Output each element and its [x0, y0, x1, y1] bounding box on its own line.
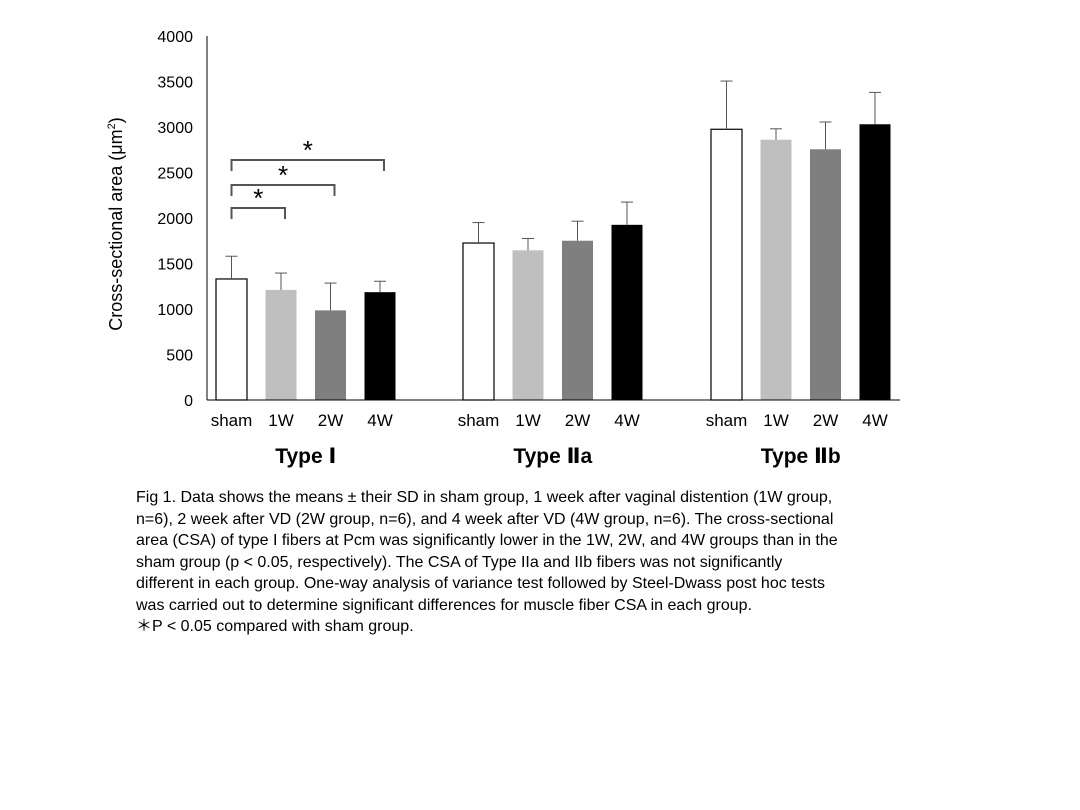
bars	[215, 124, 891, 401]
y-tick-label: 2000	[157, 211, 193, 228]
x-category-label: sham	[706, 411, 748, 430]
bar-sham	[710, 128, 743, 401]
y-tick-label: 2500	[157, 166, 193, 183]
bar-1w	[265, 289, 297, 400]
bar-2w	[810, 149, 841, 400]
group-label: Type Ⅱa	[513, 445, 592, 468]
x-category-label: 1W	[268, 411, 294, 430]
caption-line: sham group (p < 0.05, respectively). The…	[136, 553, 783, 571]
x-category-label: 1W	[515, 411, 541, 430]
y-tick-label: 1000	[157, 302, 193, 319]
caption-line: area (CSA) of type I fibers at Pcm was s…	[136, 532, 838, 549]
x-category-label: 4W	[862, 411, 888, 430]
x-category-label: 1W	[763, 411, 789, 430]
significance-bracket	[230, 207, 286, 219]
caption-line: was carried out to determine significant…	[136, 596, 753, 614]
bar-sham	[215, 278, 248, 401]
bar-2w	[562, 240, 593, 400]
x-category-label: 4W	[614, 411, 640, 430]
bar-1w	[760, 139, 792, 401]
x-axis-category-labels: sham 1W 2W 4W sham 1W 2W 4W sham 1W 2W 4W	[211, 411, 888, 430]
x-category-label: 2W	[318, 411, 344, 430]
y-tick-label: 3000	[157, 120, 193, 137]
y-tick-label: 3500	[157, 75, 193, 92]
bar-2w	[315, 310, 346, 400]
caption-line: n=6), 2 week after VD (2W group, n=6), a…	[136, 510, 834, 528]
y-tick-label: 0	[184, 393, 193, 410]
caption-line: Fig 1. Data shows the means ± their SD i…	[136, 489, 833, 506]
figure-caption: Fig 1. Data shows the means ± their SD i…	[136, 487, 936, 638]
bar-chart: 0 500 1000 1500 2000 2500 3000 3500 4000 Cross-s…	[106, 29, 900, 468]
bar-4w	[859, 124, 891, 401]
significance-marker: *	[278, 160, 288, 190]
caption-line: different in each group. One-way analysi…	[136, 575, 825, 592]
significance-brackets: * * *	[230, 135, 385, 219]
y-axis-label: Cross-sectional area (μm2)	[106, 117, 126, 331]
bar-1w	[512, 250, 544, 400]
x-category-label: 4W	[367, 411, 393, 430]
x-category-label: 2W	[813, 411, 839, 430]
y-axis-ticks: 0 500 1000 1500 2000 2500 3000 3500 4000	[157, 29, 193, 410]
bar-4w	[611, 224, 643, 400]
x-category-label: 2W	[565, 411, 591, 430]
significance-bracket	[230, 184, 336, 196]
error-bars	[225, 80, 881, 311]
y-tick-label: 500	[166, 348, 193, 365]
significance-marker: *	[253, 183, 263, 213]
x-category-label: sham	[211, 411, 253, 430]
bar-sham	[462, 242, 495, 401]
y-tick-label: 4000	[157, 29, 193, 46]
group-labels: Type Ⅰ Type Ⅱa Type Ⅱb	[275, 445, 841, 468]
caption-line: ＊P < 0.05 compared with sham group.	[136, 618, 414, 635]
bar-4w	[364, 292, 396, 400]
significance-marker: *	[303, 135, 313, 165]
significance-bracket	[230, 159, 385, 171]
x-category-label: sham	[458, 411, 500, 430]
group-label: Type Ⅱb	[761, 445, 841, 468]
group-label: Type Ⅰ	[275, 445, 336, 468]
y-tick-label: 1500	[157, 257, 193, 274]
